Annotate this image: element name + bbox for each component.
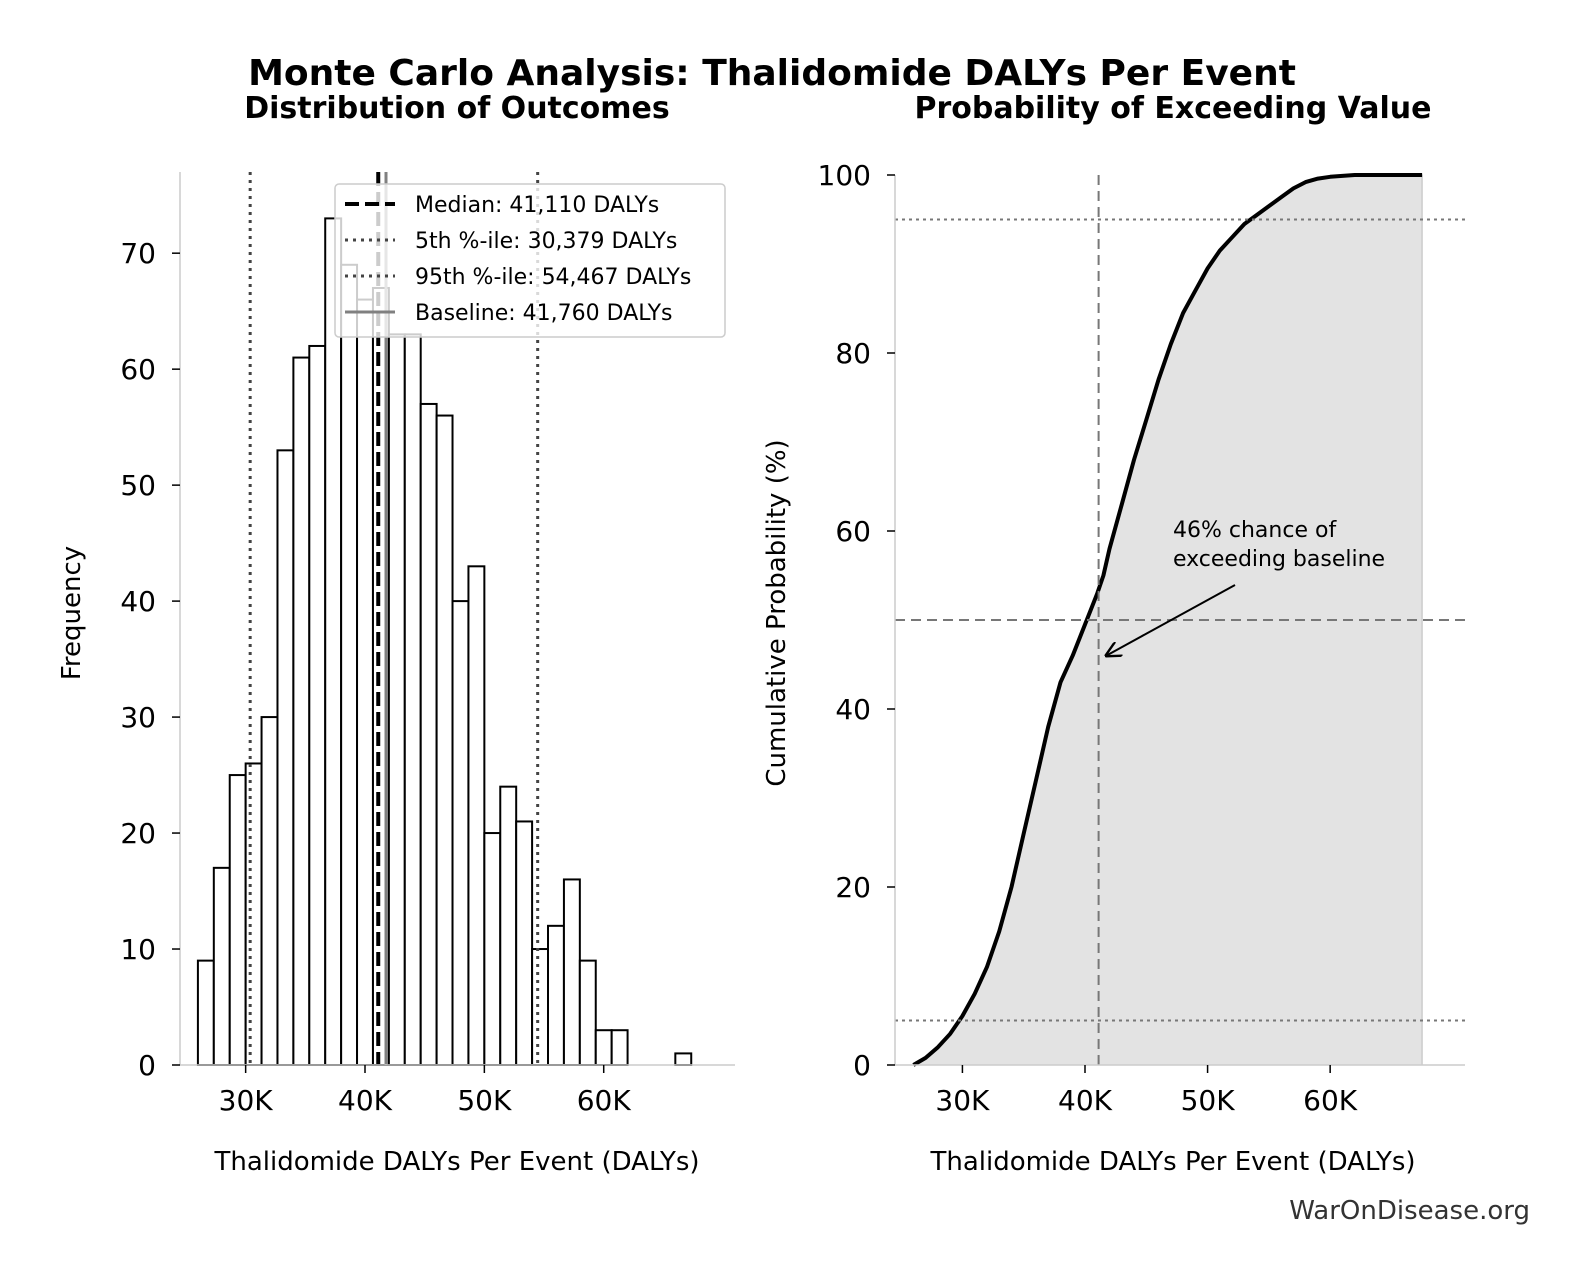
- cdf-axes: 0 20 40 60 80 100 30K 40K 50K 60K: [818, 159, 1465, 1117]
- y-tick-label: 40: [835, 693, 871, 726]
- histogram-bars: [196, 217, 693, 1067]
- y-tick-label: 70: [120, 237, 156, 270]
- y-tick-label: 30: [120, 701, 156, 734]
- histogram-bar: [340, 263, 359, 1066]
- histogram-bar: [578, 959, 597, 1066]
- y-tick-label: 20: [835, 871, 871, 904]
- cdf-curve: [912, 173, 1423, 1067]
- histogram-bar: [228, 774, 247, 1066]
- legend: Median: 41,110 DALYs 5th %-ile: 30,379 DA…: [334, 183, 726, 338]
- histogram-bar: [499, 785, 518, 1067]
- histogram-bar: [419, 402, 438, 1066]
- cdf-panel: Probability of Exceeding Value 0 20 40 60 80…: [762, 91, 1465, 1177]
- histogram-bar: [260, 716, 279, 1067]
- legend-entry: Median: 41,110 DALYs: [415, 193, 659, 218]
- y-tick-label: 60: [120, 353, 156, 386]
- annotation-text: exceeding baseline: [1173, 547, 1385, 572]
- watermark: WarOnDisease.org: [1289, 1196, 1530, 1226]
- y-tick-label: 20: [120, 817, 156, 850]
- histogram-subtitle: Distribution of Outcomes: [244, 91, 670, 126]
- histogram-bar: [292, 356, 311, 1066]
- histogram-bar: [594, 1029, 613, 1066]
- histogram-bar: [244, 762, 263, 1066]
- annotation-text: 46% chance of: [1173, 518, 1337, 543]
- histogram-bar: [435, 414, 454, 1066]
- histogram-bar: [467, 565, 486, 1067]
- histogram-bar: [324, 217, 343, 1067]
- legend-entry: Baseline: 41,760 DALYs: [415, 301, 673, 326]
- histogram-bar: [387, 333, 406, 1066]
- y-tick-label: 0: [853, 1049, 871, 1082]
- histogram-bar: [531, 948, 550, 1067]
- histogram-bar: [451, 600, 470, 1066]
- cdf-x-axis-label: Thalidomide DALYs Per Event (DALYs): [929, 1147, 1415, 1177]
- histogram-bar: [515, 820, 534, 1066]
- legend-box: [334, 183, 726, 338]
- y-tick-label: 60: [835, 515, 871, 548]
- histogram-panel: Distribution of Outcomes 0 10 20 30 40 50 60 70…: [57, 91, 735, 1177]
- x-tick-label: 60K: [577, 1084, 632, 1117]
- histogram-bar: [483, 832, 502, 1066]
- histogram-bar: [610, 1029, 629, 1066]
- x-tick-label: 40K: [338, 1084, 393, 1117]
- histogram-x-axis-label: Thalidomide DALYs Per Event (DALYs): [213, 1147, 699, 1177]
- cdf-y-axis-label: Cumulative Probability (%): [762, 439, 792, 786]
- histogram-bar: [276, 449, 295, 1067]
- x-tick-label: 40K: [1058, 1084, 1113, 1117]
- histogram-bar: [547, 924, 565, 1067]
- annotation-arrow: [1106, 584, 1236, 656]
- y-tick-label: 0: [138, 1049, 156, 1082]
- x-tick-label: 60K: [1303, 1084, 1358, 1117]
- y-tick-label: 100: [818, 159, 871, 192]
- y-tick-label: 80: [835, 337, 871, 370]
- histogram-bar: [562, 878, 581, 1066]
- histogram-bar: [196, 959, 215, 1066]
- legend-entry: 95th %-ile: 54,467 DALYs: [415, 265, 691, 290]
- histogram-bar: [212, 866, 231, 1067]
- x-tick-label: 30K: [219, 1084, 274, 1117]
- histogram-y-axis-label: Frequency: [57, 546, 87, 680]
- y-tick-label: 10: [120, 933, 156, 966]
- histogram-bar: [674, 1052, 693, 1066]
- y-tick-label: 50: [120, 469, 156, 502]
- cdf-reference-lines: [895, 175, 1465, 1065]
- histogram-bar: [356, 298, 374, 1067]
- histogram-axes: 0 10 20 30 40 50 60 70 30K 40K 50K 60K: [120, 172, 735, 1117]
- x-tick-label: 50K: [1181, 1084, 1236, 1117]
- cdf-annotation: 46% chance of exceeding baseline: [1106, 518, 1385, 656]
- x-tick-label: 30K: [935, 1084, 990, 1117]
- cdf-subtitle: Probability of Exceeding Value: [914, 91, 1431, 126]
- legend-entry: 5th %-ile: 30,379 DALYs: [415, 229, 677, 254]
- x-tick-label: 50K: [457, 1084, 512, 1117]
- histogram-bar: [308, 344, 327, 1066]
- y-tick-label: 40: [120, 585, 156, 618]
- chart-title: Monte Carlo Analysis: Thalidomide DALYs …: [248, 53, 1296, 94]
- histogram-bar: [403, 333, 422, 1066]
